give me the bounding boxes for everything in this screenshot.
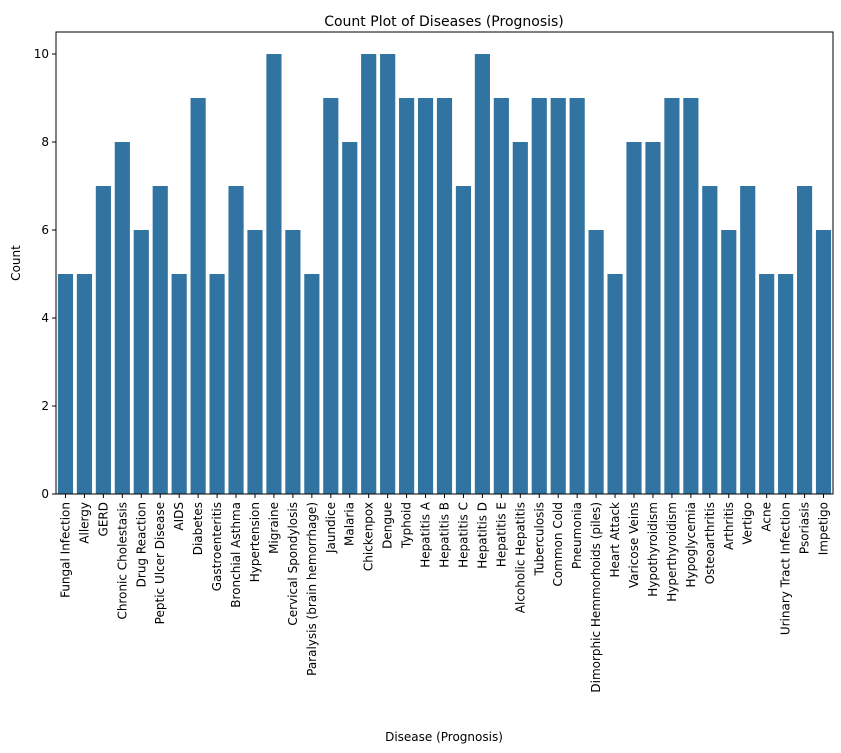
x-tick-label: Varicose Veins xyxy=(627,502,641,588)
bar xyxy=(57,274,74,494)
bar xyxy=(171,274,187,494)
bar xyxy=(626,142,642,494)
x-tick-label: Hypoglycemia xyxy=(684,502,698,588)
y-tick-label: 2 xyxy=(41,399,49,413)
y-tick-label: 0 xyxy=(41,487,49,501)
x-tick-label: AIDS xyxy=(172,502,186,531)
bar xyxy=(209,274,225,494)
bar xyxy=(569,98,585,494)
x-tick-label: Arthritis xyxy=(722,502,736,550)
bar xyxy=(380,54,396,494)
x-tick-label: Hepatitis B xyxy=(438,502,452,568)
bar xyxy=(512,142,528,494)
x-tick-label: GERD xyxy=(96,502,110,536)
bar xyxy=(455,186,472,494)
x-tick-label: Drug Reaction xyxy=(134,502,148,587)
bar xyxy=(796,186,813,494)
bar xyxy=(702,186,718,494)
bar xyxy=(645,142,661,494)
bar xyxy=(474,54,490,494)
x-tick-label: Osteoarthritis xyxy=(703,502,717,584)
x-tick-label: Chronic Cholestasis xyxy=(115,502,129,620)
bar xyxy=(493,98,509,494)
bar xyxy=(266,54,282,494)
bar xyxy=(76,274,93,494)
bar xyxy=(531,98,547,494)
x-tick-label: Hepatitis D xyxy=(475,502,489,569)
x-axis: Fungal Infection Allergy GERD Chronic Chole… xyxy=(58,494,831,693)
x-tick-label: Bronchial Asthma xyxy=(229,502,243,608)
x-tick-label: Urinary Tract Infection xyxy=(779,502,793,635)
x-tick-label: Vertigo xyxy=(741,502,755,545)
bar xyxy=(740,186,756,494)
bar xyxy=(815,230,832,494)
x-tick-label: Gastroenteritis xyxy=(210,502,224,591)
x-tick-label: Psoriasis xyxy=(798,502,812,554)
x-tick-label: Jaundice xyxy=(324,502,338,554)
x-tick-label: Cervical Spondylosis xyxy=(286,502,300,626)
bar xyxy=(683,98,699,494)
bar xyxy=(607,274,623,494)
bar xyxy=(664,98,680,494)
bar xyxy=(228,186,244,494)
x-tick-label: Dengue xyxy=(381,502,395,549)
x-tick-label: Hepatitis E xyxy=(494,502,508,567)
bar xyxy=(323,98,339,494)
bar xyxy=(95,186,111,494)
y-tick-label: 10 xyxy=(34,47,49,61)
x-tick-label: Allergy xyxy=(77,502,91,544)
x-tick-label: Peptic Ulcer Disease xyxy=(153,502,167,624)
chart-title: Count Plot of Diseases (Prognosis) xyxy=(324,14,564,30)
y-tick-label: 6 xyxy=(41,223,49,237)
bar xyxy=(588,230,604,494)
bar xyxy=(190,98,206,494)
x-tick-label: Acne xyxy=(760,502,774,532)
bar xyxy=(759,274,775,494)
x-tick-label: Hyperthyroidism xyxy=(665,502,679,602)
y-tick-label: 4 xyxy=(41,311,49,325)
x-tick-label: Alcoholic Hepatitis xyxy=(513,502,527,613)
x-tick-label: Pneumonia xyxy=(570,502,584,569)
bar xyxy=(361,54,377,494)
bar xyxy=(133,230,149,494)
y-axis: 0 2 4 6 8 10 xyxy=(34,47,56,501)
y-tick-label: 8 xyxy=(41,135,49,149)
bars-layer xyxy=(57,54,832,494)
x-tick-label: Heart Attack xyxy=(608,502,622,578)
x-tick-label: Hypothyroidism xyxy=(646,502,660,597)
bar xyxy=(436,98,453,494)
x-tick-label: Paralysis (brain hemorrhage) xyxy=(305,502,319,676)
x-tick-label: Diabetes xyxy=(191,502,205,555)
bar xyxy=(721,230,737,494)
bar xyxy=(342,142,358,494)
x-tick-label: Hepatitis A xyxy=(419,501,433,568)
x-tick-label: Migraine xyxy=(267,502,281,554)
x-tick-label: Common Cold xyxy=(551,502,565,587)
bar xyxy=(778,274,794,494)
bar xyxy=(247,230,263,494)
bar xyxy=(285,230,301,494)
x-tick-label: Hypertension xyxy=(248,502,262,582)
x-tick-label: Hepatitis C xyxy=(456,502,470,568)
x-tick-label: Fungal Infection xyxy=(58,502,72,598)
x-tick-label: Dimorphic Hemmorhoids (piles) xyxy=(589,502,603,693)
x-tick-label: Impetigo xyxy=(817,502,831,555)
x-tick-label: Tuberculosis xyxy=(532,502,546,577)
x-tick-label: Typhoid xyxy=(400,502,414,549)
y-axis-label: Count xyxy=(9,245,23,281)
bar xyxy=(114,142,130,494)
bar xyxy=(417,98,434,494)
x-axis-label: Disease (Prognosis) xyxy=(385,730,503,744)
bar xyxy=(550,98,566,494)
x-tick-label: Malaria xyxy=(343,502,357,546)
bar xyxy=(399,98,415,494)
bar xyxy=(304,274,320,494)
x-tick-label: Chickenpox xyxy=(362,502,376,571)
bar xyxy=(152,186,168,494)
